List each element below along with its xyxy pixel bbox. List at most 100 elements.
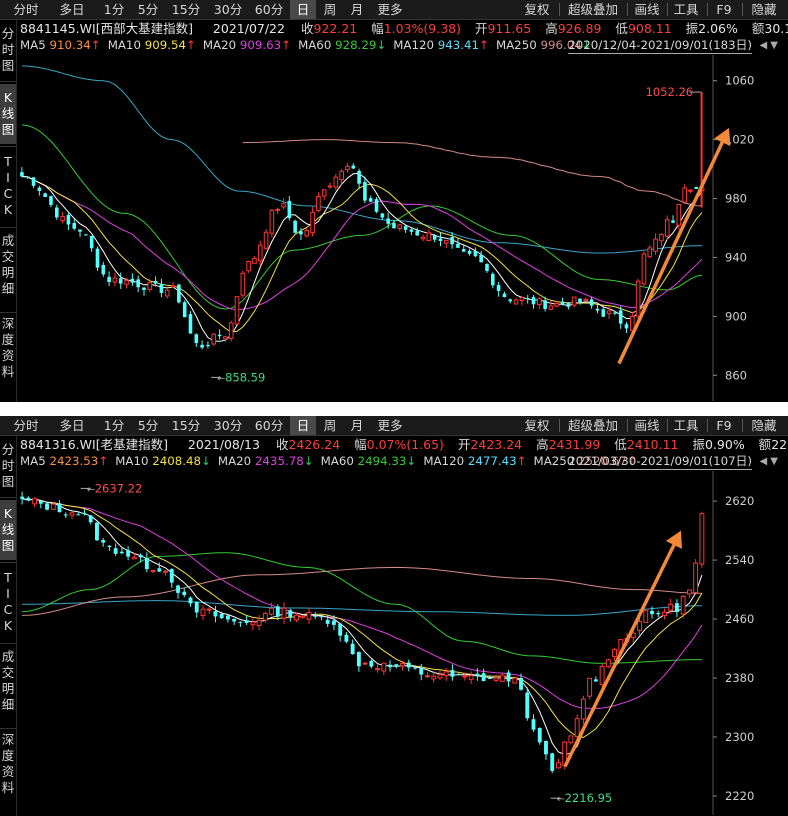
adjust-button[interactable]: 复权 — [524, 2, 550, 17]
candle-down — [153, 280, 158, 284]
tools-button[interactable]: 工具 — [673, 2, 699, 17]
tab-15min[interactable]: 15分 — [171, 418, 201, 433]
y-tick-label: 2620 — [725, 494, 754, 508]
tab-30min[interactable]: 30分 — [213, 2, 243, 17]
sidebar-divider — [0, 312, 16, 313]
range-arrows-icon[interactable]: ◀ ▼ — [759, 40, 778, 51]
sidebar-trade-details[interactable]: 成交明细 — [1, 233, 15, 296]
tab-30min[interactable]: 30分 — [213, 418, 243, 433]
tab-monthly[interactable]: 月 — [350, 418, 364, 433]
candle-down — [244, 620, 249, 623]
tab-more[interactable]: 更多 — [377, 418, 403, 433]
range-arrows-icon[interactable]: ◀ ▼ — [759, 456, 778, 467]
candle-up — [537, 298, 542, 306]
adjust-button[interactable]: 复权 — [524, 418, 550, 433]
tab-weekly[interactable]: 周 — [323, 2, 337, 17]
candle-down — [413, 667, 417, 669]
ma-label: MA10 — [115, 454, 153, 468]
draw-line-button[interactable]: 画线 — [634, 418, 660, 433]
tab-daily[interactable]: 日 — [290, 0, 316, 19]
sidebar-intraday-chart[interactable]: 分时图 — [1, 442, 15, 489]
tab-1min[interactable]: 1分 — [103, 418, 125, 433]
tab-15min[interactable]: 15分 — [171, 2, 201, 17]
quote-info-bar: 8841145.WI[西部大基建指数] 2021/07/22 收922.21 幅… — [20, 20, 788, 37]
candle-up — [333, 176, 339, 188]
tab-5min[interactable]: 5分 — [137, 2, 159, 17]
tab-intraday[interactable]: 分时 — [13, 2, 39, 17]
candle-up — [676, 203, 682, 226]
candle-up — [668, 603, 674, 611]
candle-down — [20, 496, 25, 499]
sidebar-depth-data[interactable]: 深度资料 — [1, 316, 15, 379]
close-label: 收 — [275, 437, 289, 452]
super-overlay-button[interactable]: 超级叠加 — [567, 418, 618, 433]
candle-down — [388, 664, 392, 668]
date-range-selector[interactable]: 2021/03/30-2021/09/01(107日) — [568, 454, 752, 470]
tab-weekly[interactable]: 周 — [323, 418, 337, 433]
candle-down — [671, 220, 675, 223]
tab-60min[interactable]: 60分 — [254, 418, 284, 433]
sidebar-divider — [0, 81, 16, 82]
y-tick-label: 2220 — [725, 789, 754, 803]
candle-up — [519, 297, 525, 302]
candle-down — [238, 621, 243, 623]
f9-button[interactable]: F9 — [716, 418, 732, 433]
amount-label: 额 — [751, 21, 765, 36]
y-tick-label: 980 — [725, 192, 747, 206]
tab-1min[interactable]: 1分 — [103, 2, 125, 17]
draw-line-button[interactable]: 画线 — [634, 2, 660, 17]
candle-down — [415, 230, 420, 236]
candle-down — [84, 234, 88, 236]
tab-intraday[interactable]: 分时 — [13, 418, 39, 433]
date-range-selector[interactable]: 2020/12/04-2021/09/01(183日) — [568, 38, 752, 54]
candle-up — [223, 336, 228, 340]
candle-down — [66, 214, 71, 225]
tab-more[interactable]: 更多 — [377, 2, 403, 17]
candle-down — [78, 229, 82, 232]
hide-button[interactable]: 隐藏 — [751, 418, 777, 433]
tab-5min[interactable]: 5分 — [137, 418, 159, 433]
candle-up — [339, 170, 344, 181]
candle-down — [107, 276, 111, 283]
ma-label: MA120 — [393, 38, 438, 52]
candle-up — [200, 608, 206, 616]
y-tick-label: 900 — [725, 309, 747, 323]
arrow-up-icon: ↑ — [626, 454, 637, 468]
tab-60min[interactable]: 60分 — [254, 2, 284, 17]
tab-monthly[interactable]: 月 — [350, 2, 364, 17]
sidebar-trade-details[interactable]: 成交明细 — [1, 649, 15, 712]
tools-button[interactable]: 工具 — [673, 418, 699, 433]
sidebar-intraday-chart[interactable]: 分时图 — [1, 26, 15, 73]
hide-button[interactable]: 隐藏 — [751, 2, 777, 17]
ma-label: MA120 — [423, 454, 468, 468]
candle-up — [635, 280, 641, 317]
sidebar-depth-data[interactable]: 深度资料 — [1, 732, 15, 795]
tab-multi-day[interactable]: 多日 — [59, 418, 85, 433]
super-overlay-button[interactable]: 超级叠加 — [567, 2, 618, 17]
tab-daily[interactable]: 日 — [290, 416, 316, 435]
candle-up — [269, 607, 275, 615]
kline-chart[interactable]: 1060 1020 980 940 900 860 1052.26 ← 858.59 — [17, 55, 788, 401]
candle-up — [499, 674, 505, 682]
candle-down — [119, 551, 124, 554]
y-tick-label: 2540 — [725, 553, 754, 567]
ma250-line — [22, 566, 702, 616]
candle-down — [130, 278, 135, 283]
ma-label: MA20 — [202, 38, 240, 52]
candle-down — [419, 667, 424, 675]
candle-up — [637, 621, 642, 632]
candle-up — [250, 621, 256, 626]
toolbar-divider — [707, 3, 708, 16]
candle-down — [525, 298, 530, 300]
tab-multi-day[interactable]: 多日 — [59, 2, 85, 17]
candle-up — [583, 298, 589, 302]
f9-button[interactable]: F9 — [716, 2, 732, 17]
candle-down — [159, 283, 164, 293]
arrow-down-icon: ↓ — [581, 38, 592, 52]
candle-up — [60, 216, 65, 222]
